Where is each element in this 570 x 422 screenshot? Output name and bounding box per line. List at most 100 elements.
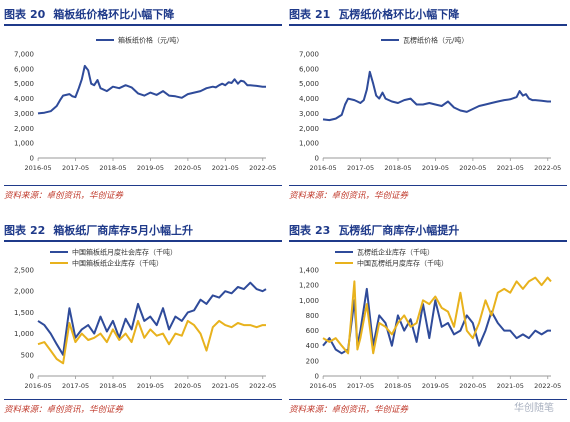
x-tick-label: 2016-05	[310, 164, 337, 172]
chart-21: 0 1,000 2,000 3,000 4,000 5,000 6,000 7,000 2016…	[299, 36, 561, 173]
x-tick-label: 2017-05	[62, 164, 89, 172]
y-tick-label: 0	[315, 373, 319, 381]
series-line-1	[37, 281, 267, 356]
figure-heading: 箱板纸厂商库存5月小幅上升	[53, 224, 193, 237]
bottom-rule	[289, 185, 567, 186]
y-tick-label: 7,000	[14, 51, 34, 59]
title-rule	[4, 240, 282, 242]
y-tick-label: 1,500	[14, 309, 34, 317]
x-tick-label: 2020-05	[174, 164, 201, 172]
series-line-1	[322, 70, 551, 122]
y-tick-label: 1,200	[299, 282, 319, 290]
y-tick-label: 600	[306, 327, 319, 335]
y-tick-label: 3,000	[299, 110, 319, 118]
legend-label: 箱板纸价格（元/吨）	[118, 36, 183, 45]
figure-label: 图表	[4, 8, 26, 21]
chart-22: 0 500 1,000 1,500 2,000 2,500 2016-05 2017-05 20…	[14, 248, 276, 391]
y-tick-label: 2,000	[14, 125, 34, 133]
figure-number: 23	[315, 224, 331, 237]
y-tick-label: 2,000	[299, 125, 319, 133]
watermark: 华创随笔	[514, 403, 554, 414]
panel-title: 图表 22 箱板纸厂商库存5月小幅上升	[4, 222, 282, 238]
source-note: 资料来源：卓创资讯，华创证券	[4, 405, 124, 415]
y-tick-label: 1,000	[14, 140, 34, 148]
x-tick-label: 2020-05	[174, 382, 201, 390]
y-tick-label: 1,000	[14, 330, 34, 338]
y-tick-label: 7,000	[299, 51, 319, 59]
y-tick-label: 6,000	[14, 65, 34, 73]
x-tick-label: 2021-05	[212, 164, 239, 172]
series-line-1	[322, 287, 551, 355]
x-tick-label: 2022-05	[534, 164, 561, 172]
y-tick-label: 5,000	[299, 80, 319, 88]
title-rule	[289, 24, 567, 26]
x-tick-label: 2019-05	[422, 164, 449, 172]
y-tick-label: 1,400	[299, 267, 319, 275]
x-tick-label: 2021-05	[497, 164, 524, 172]
y-tick-label: 5,000	[14, 80, 34, 88]
legend-label: 中国瓦楞纸月度库存（千吨）	[357, 259, 448, 268]
y-tick-label: 500	[21, 351, 34, 359]
x-tick-label: 2016-05	[25, 382, 52, 390]
panel-22: 图表 22 箱板纸厂商库存5月小幅上升 0 500 1,000 1,500 2,000 2,5…	[4, 222, 282, 420]
y-tick-label: 3,000	[14, 110, 34, 118]
y-tick-label: 800	[306, 312, 319, 320]
x-tick-label: 2019-05	[137, 164, 164, 172]
x-tick-label: 2021-05	[497, 382, 524, 390]
figure-label: 图表	[4, 224, 26, 237]
x-tick-label: 2019-05	[137, 382, 164, 390]
series-line-2	[37, 319, 266, 365]
source-note: 资料来源：卓创资讯，华创证券	[289, 191, 409, 201]
x-tick-label: 2022-05	[534, 382, 561, 390]
y-tick-label: 0	[30, 373, 34, 381]
chart-20: 0 1,000 2,000 3,000 4,000 5,000 6,000 7,000 2016…	[14, 36, 276, 173]
title-rule	[4, 24, 282, 26]
x-tick-label: 2018-05	[384, 164, 411, 172]
bottom-rule	[4, 399, 282, 400]
legend-label: 瓦楞纸价格（元/吨）	[403, 36, 468, 45]
title-rule	[289, 240, 567, 242]
bottom-rule	[4, 185, 282, 186]
figure-heading: 瓦楞纸价格环比小幅下降	[338, 8, 460, 21]
y-tick-label: 200	[306, 357, 319, 365]
x-tick-label: 2019-05	[422, 382, 449, 390]
x-tick-label: 2017-05	[347, 164, 374, 172]
y-tick-label: 0	[30, 155, 34, 163]
x-tick-label: 2017-05	[347, 382, 374, 390]
x-tick-label: 2016-05	[25, 164, 52, 172]
source-note: 资料来源：卓创资讯，华创证券	[4, 191, 124, 201]
x-tick-label: 2018-05	[99, 382, 126, 390]
panel-title: 图表 20 箱板纸价格环比小幅下降	[4, 6, 282, 22]
y-tick-label: 6,000	[299, 65, 319, 73]
x-tick-label: 2020-05	[459, 164, 486, 172]
panel-20: 图表 20 箱板纸价格环比小幅下降 0 1,000 2,000 3,000 4,000 5,0…	[4, 6, 282, 204]
legend-label: 中国箱板纸月度社会库存（千吨）	[72, 248, 177, 257]
x-tick-label: 2016-05	[310, 382, 337, 390]
source-note: 资料来源：卓创资讯，华创证券	[289, 405, 409, 415]
y-tick-label: 1,000	[299, 140, 319, 148]
x-tick-label: 2018-05	[99, 164, 126, 172]
figure-number: 20	[30, 8, 46, 21]
panel-title: 图表 23 瓦楞纸厂商库存小幅提升	[289, 222, 567, 238]
x-tick-label: 2022-05	[249, 164, 276, 172]
chart-23: 0 200 400 600 800 1,000 1,200 1,400 2016-05 2017-…	[299, 248, 561, 391]
figure-number: 21	[315, 8, 331, 21]
x-tick-label: 2021-05	[212, 382, 239, 390]
figure-heading: 箱板纸价格环比小幅下降	[53, 8, 175, 21]
panel-title: 图表 21 瓦楞纸价格环比小幅下降	[289, 6, 567, 22]
y-tick-label: 2,500	[14, 267, 34, 275]
bottom-rule	[289, 399, 567, 400]
figure-heading: 瓦楞纸厂商库存小幅提升	[338, 224, 460, 237]
figure-label: 图表	[289, 224, 311, 237]
y-tick-label: 4,000	[14, 95, 34, 103]
y-tick-label: 400	[306, 342, 319, 350]
series-line-1	[37, 64, 266, 115]
x-tick-label: 2020-05	[459, 382, 486, 390]
figure-label: 图表	[289, 8, 311, 21]
y-tick-label: 4,000	[299, 95, 319, 103]
y-tick-label: 1,000	[299, 297, 319, 305]
y-tick-label: 2,000	[14, 288, 34, 296]
x-tick-label: 2022-05	[249, 382, 276, 390]
legend-label: 中国箱板纸企业库存（千吨）	[72, 259, 163, 268]
figure-number: 22	[30, 224, 46, 237]
